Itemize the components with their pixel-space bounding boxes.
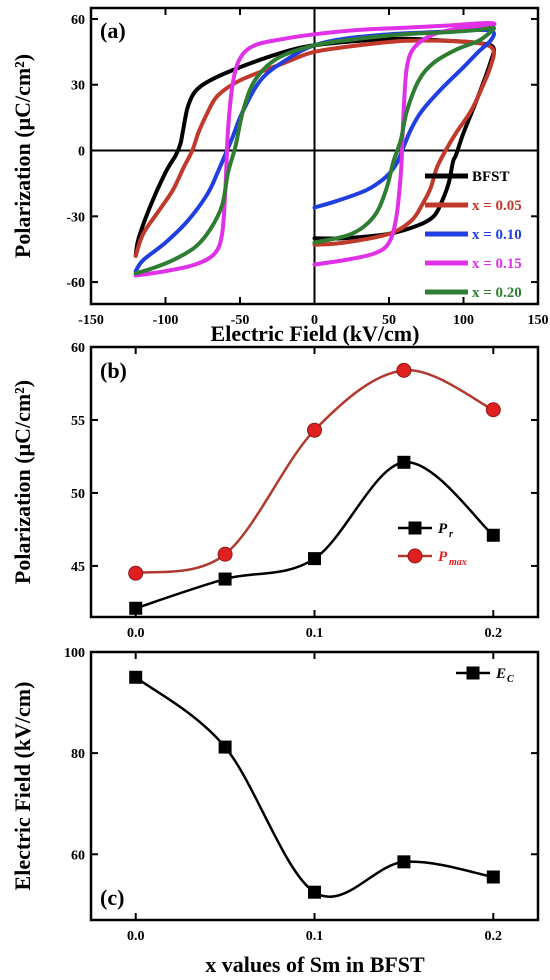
legend-label: BFST [472, 169, 510, 185]
data-point [307, 422, 322, 438]
data-point [397, 455, 411, 469]
y-tick-label: 60 [71, 13, 85, 28]
data-point [217, 546, 233, 562]
x-tick-label: 100 [453, 313, 474, 328]
data-point [128, 565, 144, 581]
x-tick-label: 0.0 [127, 929, 145, 944]
legend-label-sub: C [507, 674, 514, 685]
panel-a: (a) Electric Field (kV/cm) Polarization … [10, 6, 549, 346]
x-axis-title-c: x values of Sm in BFST [205, 952, 425, 977]
x-tick-label: -150 [78, 313, 104, 328]
data-point [396, 362, 412, 378]
data-point [485, 402, 501, 418]
legend-marker [466, 666, 480, 680]
data-point [486, 528, 500, 542]
legend-label: x = 0.20 [472, 285, 522, 301]
x-tick-label: -50 [231, 313, 250, 328]
y-tick-label: -30 [66, 210, 85, 225]
legend-label: E [495, 666, 506, 682]
legend-label: x = 0.15 [472, 256, 522, 272]
y-tick-label: 55 [71, 414, 85, 429]
legend-label: P [438, 549, 448, 565]
data-point [486, 870, 500, 884]
series-line [135, 461, 495, 610]
y-tick-label: 60 [71, 848, 85, 863]
x-tick-label: 0.2 [485, 929, 503, 944]
y-axis-title-c: Electric Field (kV/cm) [10, 682, 35, 891]
legend-label-sub: r [449, 529, 453, 540]
data-point [218, 572, 232, 586]
legend-label-sub: max [449, 557, 467, 568]
legend-marker [408, 521, 422, 535]
x-tick-label: 0.1 [306, 929, 324, 944]
loop-x-0-20 [133, 25, 497, 276]
y-tick-label: 80 [71, 747, 85, 762]
y-axis-title-a: Polarization (μC/cm²) [10, 54, 35, 258]
y-tick-label: 0 [78, 145, 85, 160]
series-line [135, 369, 494, 575]
data-point [397, 855, 411, 869]
x-axis-title-a: Electric Field (kV/cm) [211, 321, 420, 346]
y-tick-label: 50 [71, 487, 85, 502]
panel-b: (b) Polarization (μC/cm²) 0.0 0.1 0.2 45 50 5… [10, 341, 540, 641]
x-tick-label: 150 [528, 313, 549, 328]
panel-label-a: (a) [100, 18, 126, 43]
x-tick-label: 0.2 [485, 626, 503, 641]
loop-x-0-05 [133, 38, 496, 258]
y-tick-label: 100 [64, 646, 85, 661]
x-tick-label: 0.1 [306, 626, 324, 641]
data-point [129, 670, 143, 684]
legend-label: x = 0.10 [472, 227, 522, 243]
panel-c: (c) x values of Sm in BFST Electric Fiel… [10, 646, 540, 977]
x-tick-label: 0 [311, 313, 318, 328]
legend-marker [407, 548, 423, 564]
panel-label-c: (c) [100, 885, 124, 910]
y-tick-label: 30 [71, 79, 85, 94]
data-point [308, 885, 321, 899]
y-tick-label: 45 [71, 560, 85, 575]
legend-label: x = 0.05 [472, 198, 522, 214]
legend-label: P [438, 521, 448, 537]
x-tick-label: 0.0 [127, 626, 145, 641]
y-axis-title-b: Polarization (μC/cm²) [10, 380, 35, 584]
panel-label-b: (b) [100, 358, 127, 383]
y-tick-label: -60 [66, 276, 85, 291]
data-point [308, 552, 321, 566]
series-line [134, 676, 494, 898]
y-tick-label: 60 [71, 341, 85, 356]
data-point [129, 601, 143, 615]
plot-frame-b [89, 345, 540, 619]
x-tick-label: -100 [153, 313, 179, 328]
data-point [218, 740, 232, 754]
x-tick-label: 50 [382, 313, 396, 328]
